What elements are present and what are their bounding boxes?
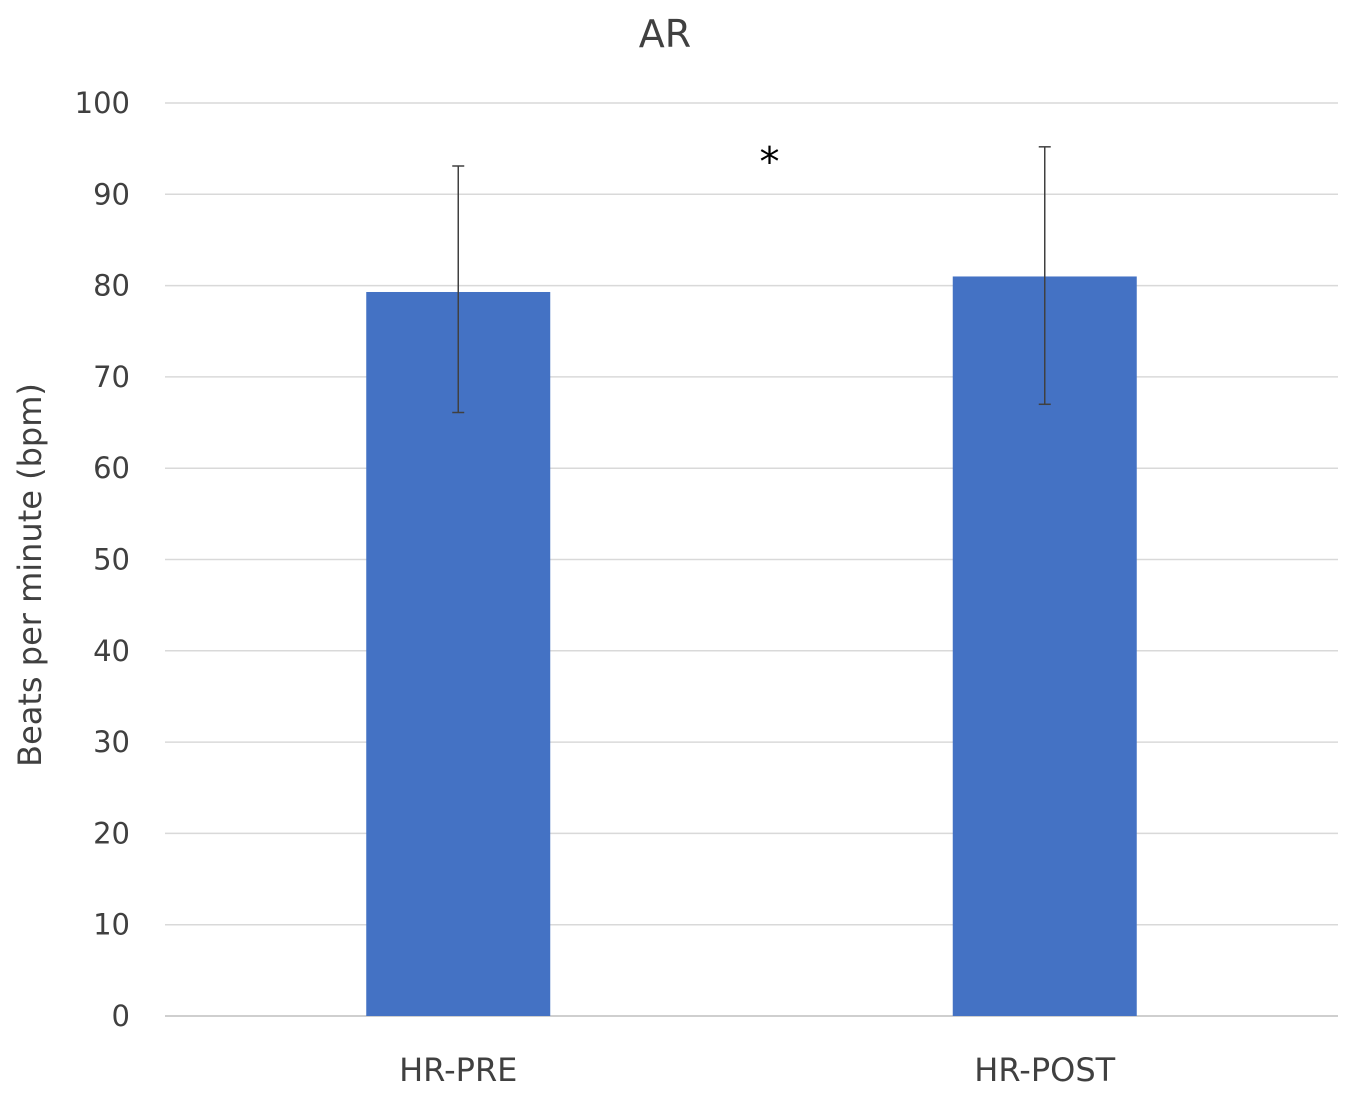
y-tick-label: 70 [93,360,130,394]
y-tick-label: 40 [93,634,130,668]
y-axis-label: Beats per minute (bpm) [11,383,49,767]
y-tick-label: 60 [93,451,130,485]
x-tick-labels: HR-PRE HR-POST [399,1051,1116,1089]
y-tick-label: 50 [93,543,130,577]
y-tick-label: 90 [93,177,130,211]
y-tick-label: 0 [112,999,130,1033]
bars [366,276,1137,1017]
x-tick-label: HR-PRE [399,1051,517,1089]
y-tick-label: 100 [75,86,130,120]
chart-title: AR [639,12,691,56]
y-tick-labels: 0 10 20 30 40 50 60 70 80 90 100 [75,86,130,1033]
x-tick-label: HR-POST [974,1051,1115,1089]
y-tick-label: 80 [93,269,130,303]
significance-asterisk: * [760,140,780,186]
y-tick-label: 10 [93,908,130,942]
gridlines [165,102,1338,1017]
y-tick-label: 30 [93,725,130,759]
error-bars [452,146,1051,414]
annotations: * [760,140,780,186]
y-tick-label: 20 [93,816,130,850]
